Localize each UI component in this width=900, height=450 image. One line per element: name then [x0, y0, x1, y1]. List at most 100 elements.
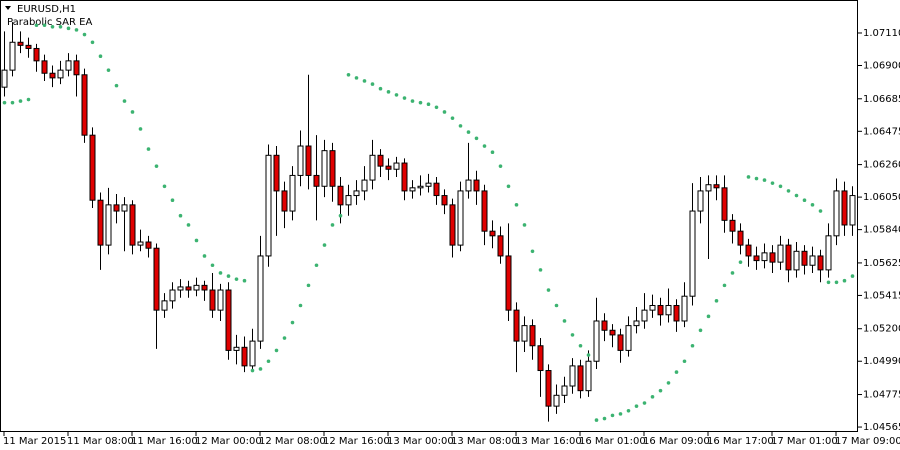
sar-dot: [458, 124, 463, 128]
sar-dot: [10, 100, 15, 105]
candle-body: [233, 346, 240, 351]
candle-body: [305, 145, 312, 176]
candle-body: [137, 241, 144, 246]
candle-body: [193, 284, 200, 291]
sar-dot: [618, 412, 623, 416]
y-tick-label: 1.06900: [863, 60, 900, 71]
candle-body: [241, 346, 248, 367]
candle-body: [281, 190, 288, 212]
sar-dot: [434, 105, 439, 110]
sar-dot: [2, 100, 7, 105]
sar-dot: [378, 86, 383, 91]
sar-dot: [242, 278, 247, 283]
sar-dot: [642, 401, 647, 405]
candle-body: [457, 190, 464, 246]
candle-body: [785, 244, 792, 271]
sar-dot: [578, 343, 583, 348]
sar-dot: [722, 283, 727, 288]
y-tick-label: 1.04775: [863, 390, 900, 401]
candle-body: [833, 190, 840, 237]
sar-dot: [34, 23, 39, 28]
candle-body: [41, 60, 48, 74]
x-tick-label: 11 Mar 16:00: [131, 436, 198, 447]
x-tick-label: 17 Mar 01:00: [771, 436, 838, 447]
sar-dot: [50, 24, 55, 29]
sar-dot: [66, 26, 71, 31]
sar-dot: [450, 116, 455, 120]
sar-dot: [226, 274, 231, 278]
y-tick-label: 1.06050: [863, 192, 900, 203]
sar-dot: [826, 280, 831, 285]
candle-body: [737, 230, 744, 246]
candle-body: [713, 184, 720, 189]
sar-dot: [682, 359, 687, 364]
y-tick-label: 1.06475: [863, 126, 900, 137]
candle-body: [65, 60, 72, 71]
sar-dot: [810, 203, 815, 207]
sar-dot: [522, 223, 527, 227]
x-tick-label: 13 Mar 00:00: [387, 436, 454, 447]
plot-frame: [0, 0, 858, 432]
candle-body: [481, 190, 488, 232]
sar-dot: [122, 99, 127, 103]
candle-body: [217, 289, 224, 311]
candle-body: [177, 286, 184, 291]
sar-dot: [530, 249, 535, 254]
candle-body: [145, 241, 152, 249]
sar-dot: [82, 32, 87, 37]
y-tick-label: 1.04565: [863, 422, 900, 433]
candle-body: [161, 300, 168, 311]
candle-body: [593, 320, 600, 362]
sar-dot: [386, 90, 391, 94]
candle-body: [809, 255, 816, 266]
candle-body: [793, 250, 800, 271]
sar-dot: [42, 23, 47, 28]
candle-body: [745, 244, 752, 257]
candle-body: [393, 162, 400, 170]
candle-body: [17, 41, 24, 46]
y-tick-label: 1.06260: [863, 160, 900, 171]
sar-dot: [482, 144, 487, 148]
sar-dot: [634, 404, 639, 408]
chart-title: EURUSD,H1: [17, 4, 76, 15]
sar-dot: [402, 96, 407, 100]
candle-body: [297, 145, 304, 176]
sar-dot: [194, 238, 199, 243]
candle-body: [97, 199, 104, 246]
sar-dot: [114, 83, 119, 88]
sar-dot: [178, 213, 183, 218]
candle-body: [265, 154, 272, 257]
sar-dot: [602, 416, 607, 421]
sar-dot: [410, 99, 415, 103]
sar-dot: [754, 176, 759, 181]
sar-dot: [738, 260, 743, 264]
candle-body: [633, 320, 640, 327]
sar-dot: [306, 283, 311, 288]
sar-dot: [362, 79, 367, 83]
sar-dot: [546, 288, 551, 292]
candle-body: [433, 182, 440, 197]
candle-body: [697, 190, 704, 212]
candle-body: [681, 295, 688, 322]
y-tick-label: 1.05200: [863, 324, 900, 335]
sar-dot: [346, 72, 351, 77]
candle-body: [153, 247, 160, 311]
candle-body: [657, 304, 664, 316]
sar-dot: [266, 359, 271, 364]
x-tick-label: 12 Mar 00:00: [195, 436, 262, 447]
candle-body: [449, 204, 456, 246]
sar-dot: [338, 213, 343, 218]
x-tick-label: 11 Mar 2015: [3, 436, 66, 447]
candle-body: [801, 250, 808, 266]
sar-dot: [290, 320, 295, 325]
sar-dot: [26, 97, 31, 102]
candle-body: [337, 185, 344, 206]
candle-body: [9, 41, 16, 71]
sar-dot: [354, 76, 359, 80]
y-tick-label: 1.05625: [863, 258, 900, 269]
candle-body: [385, 165, 392, 170]
candle-body: [777, 244, 784, 263]
sar-dot: [474, 136, 479, 141]
sar-dot: [322, 243, 327, 247]
